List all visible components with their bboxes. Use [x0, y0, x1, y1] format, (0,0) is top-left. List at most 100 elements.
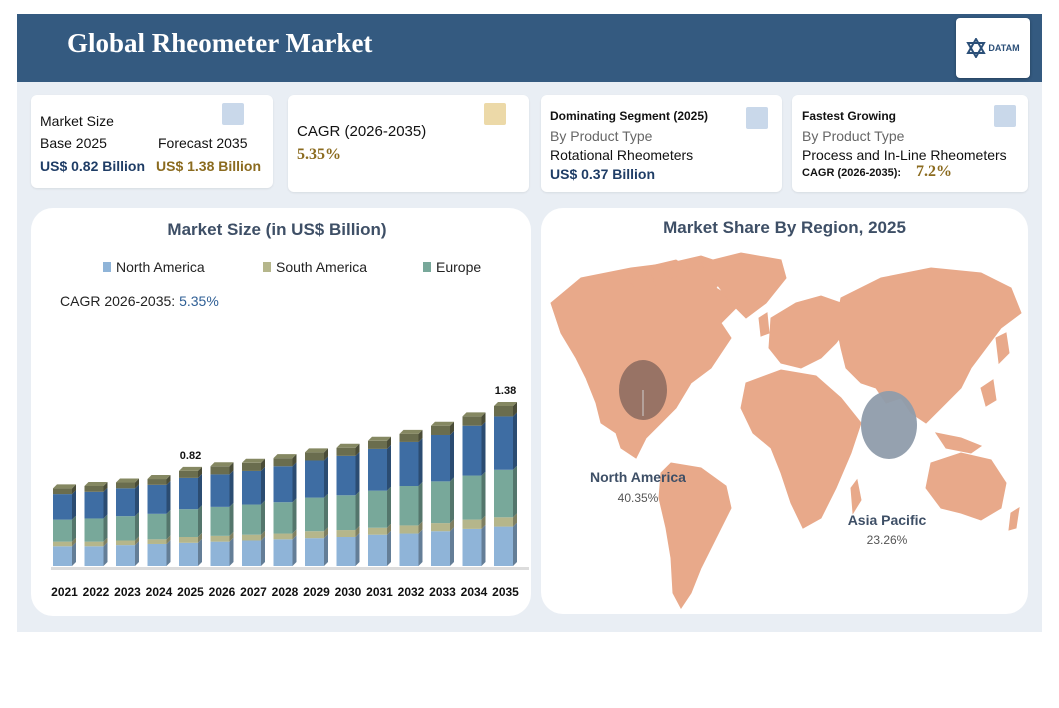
asia-pacific-region-label: Asia Pacific — [848, 512, 927, 528]
market-size-heading: Market Size — [40, 113, 114, 129]
bar-segment-side — [166, 480, 171, 514]
fastest-growing-card: Fastest Growing By Product Type Process … — [792, 95, 1028, 192]
bar-segment — [273, 458, 293, 467]
bar-segment — [116, 540, 135, 546]
bar-segment-side — [418, 429, 423, 442]
bar-segment — [84, 486, 104, 492]
bar-segment-side — [72, 542, 76, 566]
bar-segment-side — [387, 530, 391, 566]
bar-segment-side — [418, 437, 423, 486]
bar-segment-side — [135, 541, 139, 566]
north-america-landmass — [550, 255, 742, 459]
bar-segment-side — [166, 535, 171, 544]
bar-segment — [494, 469, 513, 518]
bar-segment-side — [261, 530, 265, 541]
bar-segment — [336, 537, 356, 566]
bar-segment-side — [387, 436, 391, 449]
bar-segment-side — [513, 402, 517, 417]
bar-segment-side — [166, 509, 171, 540]
bar-segment — [431, 481, 450, 524]
bar-segment — [431, 425, 450, 435]
bar-segment-side — [513, 412, 517, 470]
bar-segment-side — [229, 470, 234, 507]
bar-segment-side — [387, 486, 391, 528]
bar-segment-side — [418, 521, 423, 534]
bar-segment-side — [355, 491, 360, 531]
bar-segment — [242, 540, 261, 566]
bar-segment — [210, 535, 230, 542]
logo-text: DATAM — [988, 43, 1020, 53]
bar-segment — [399, 525, 419, 534]
bar-segment-side — [513, 522, 517, 566]
x-tick-label: 2026 — [209, 585, 236, 599]
bar-segment — [305, 531, 324, 539]
x-tick-label: 2033 — [429, 585, 456, 599]
fastest-heading: Fastest Growing — [802, 109, 897, 123]
bar-segment-side — [198, 505, 202, 538]
bar-segment — [305, 538, 324, 566]
bar-segment-side — [103, 487, 108, 519]
north-america-share-value: 40.35% — [618, 491, 659, 505]
bar-segment — [462, 425, 482, 476]
bar-segment — [494, 517, 513, 527]
bar-segment — [53, 541, 72, 547]
bar-segment-side — [198, 533, 202, 543]
legend-label: Europe — [436, 259, 481, 275]
bar-segment — [494, 526, 513, 566]
bar-segment — [84, 491, 104, 519]
cagr-card: CAGR (2026-2035) 5.35% — [288, 95, 529, 192]
legend-swatch — [263, 262, 271, 272]
bar-segment — [210, 541, 230, 566]
bar-segment — [494, 416, 513, 470]
bar-top-cap — [210, 462, 234, 467]
bar-segment — [399, 533, 419, 566]
bar-segment-side — [324, 448, 328, 461]
bar-segment-side — [72, 490, 76, 520]
bar-segment — [147, 543, 167, 566]
bar-segment-side — [103, 482, 108, 492]
bar-segment — [147, 484, 167, 514]
bar-segment-side — [292, 454, 297, 467]
bar-segment-side — [324, 527, 328, 539]
bar-segment-side — [261, 466, 265, 505]
bar-top-cap — [494, 402, 517, 406]
fastest-cagr-label: CAGR (2026-2035): — [802, 167, 902, 179]
bar-segment-side — [481, 421, 486, 476]
bar-top-cap — [147, 475, 171, 480]
bar-segment-side — [103, 537, 108, 547]
bar-segment — [53, 494, 72, 520]
x-tick-label: 2024 — [146, 585, 173, 599]
company-logo: DATAM — [956, 18, 1030, 78]
japan-landmass — [995, 332, 1010, 365]
bar-top-cap — [305, 448, 328, 453]
x-tick-label: 2023 — [114, 585, 141, 599]
x-tick-label: 2030 — [335, 585, 362, 599]
bar-segment — [179, 509, 198, 538]
bar-segment-side — [513, 465, 517, 518]
world-map: North America 40.35% Asia Pacific 23.26% — [550, 252, 1022, 609]
bar-segment-side — [387, 523, 391, 535]
bar-segment — [399, 441, 419, 486]
bar-segment — [147, 539, 167, 544]
bar-segment-side — [481, 412, 486, 426]
bar-segment — [305, 497, 324, 532]
bar-top-cap — [462, 412, 486, 417]
bar-segment-side — [387, 444, 391, 491]
bar-segment-side — [355, 451, 360, 496]
x-tick-label: 2029 — [303, 585, 330, 599]
bar-segment — [431, 434, 450, 482]
x-tick-label: 2034 — [461, 585, 488, 599]
x-tick-label: 2032 — [398, 585, 425, 599]
bar-segment — [368, 440, 387, 449]
card-square-icon — [994, 105, 1016, 127]
bar-segment — [116, 488, 135, 517]
bar-segment-side — [513, 513, 517, 527]
bar-top-cap — [84, 482, 108, 486]
forecast-value: US$ 1.38 Billion — [156, 158, 262, 174]
base-year-label: Base 2025 — [40, 135, 107, 151]
legend-swatch — [423, 262, 431, 272]
bar-segment-side — [450, 527, 454, 566]
bar-segment-side — [261, 458, 265, 471]
bar-segment-side — [481, 471, 486, 520]
asia-pacific-share-bubble — [861, 391, 917, 459]
